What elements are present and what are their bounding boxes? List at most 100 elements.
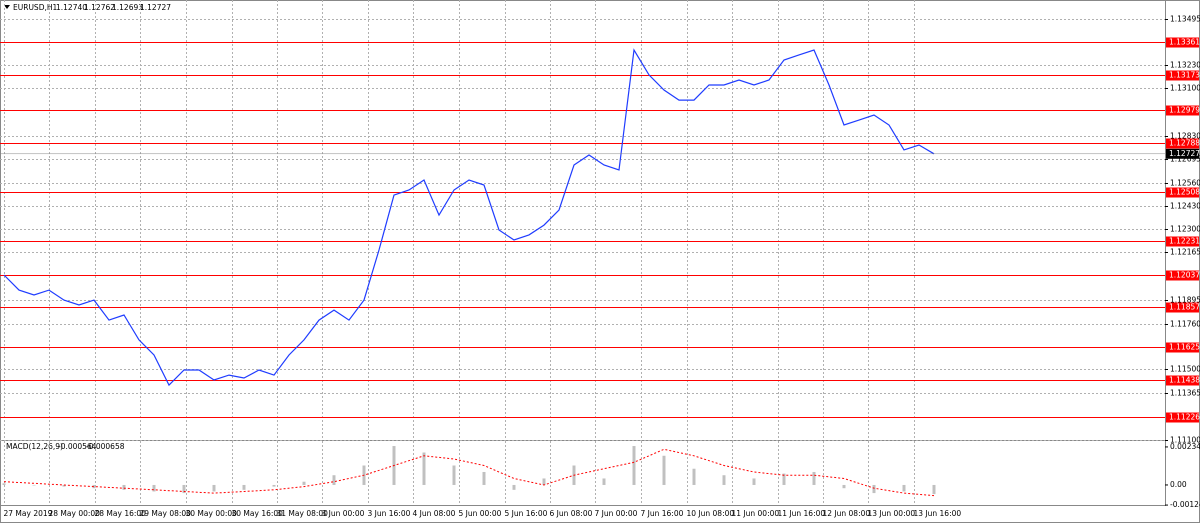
macd-bar bbox=[482, 471, 486, 485]
y-tick-label: 1.12300 bbox=[1170, 225, 1200, 234]
y-tick-label: 1.11760 bbox=[1170, 320, 1200, 329]
level-label: 1.11438 bbox=[1169, 376, 1200, 385]
y-tick-label: 1.12165 bbox=[1170, 248, 1200, 257]
x-tick-label: 12 Jun 08:00 bbox=[823, 509, 871, 518]
macd-bar bbox=[182, 484, 186, 494]
macd-bar bbox=[302, 481, 306, 485]
x-tick-label: 29 May 08:00 bbox=[140, 509, 192, 518]
x-tick-label: 30 May 16:00 bbox=[232, 509, 284, 518]
macd-title: MACD(12,26,9) bbox=[6, 442, 63, 451]
low-price: 1.12693 bbox=[112, 3, 143, 12]
level-label: 1.12037 bbox=[1169, 271, 1200, 280]
x-tick-label: 6 Jun 08:00 bbox=[550, 509, 593, 518]
x-tick-label: 28 May 00:00 bbox=[49, 509, 101, 518]
x-tick-label: 27 May 2019 bbox=[4, 509, 53, 518]
y-tick-label: -0.00124 bbox=[1170, 500, 1200, 509]
y-tick-label: 1.12830 bbox=[1170, 132, 1200, 141]
open-price: 1.12740 bbox=[56, 3, 87, 12]
level-label-bg bbox=[1166, 187, 1199, 198]
level-label-bg bbox=[1166, 138, 1199, 149]
symbol-menu-icon[interactable] bbox=[4, 5, 10, 9]
macd-bar bbox=[422, 452, 426, 485]
x-tick-label: 13 Jun 00:00 bbox=[868, 509, 916, 518]
level-label: 1.13173 bbox=[1169, 71, 1200, 80]
macd-bar bbox=[842, 484, 846, 489]
level-label-bg bbox=[1166, 37, 1199, 48]
y-tick-label: 1.13100 bbox=[1170, 84, 1200, 93]
macd-bar bbox=[242, 484, 246, 490]
macd-bar bbox=[332, 475, 336, 485]
macd-bar bbox=[902, 484, 906, 492]
level-label-bg bbox=[1166, 105, 1199, 116]
x-tick-label: 4 Jun 08:00 bbox=[413, 509, 456, 518]
x-tick-label: 30 May 00:00 bbox=[186, 509, 238, 518]
macd-bar bbox=[2, 483, 6, 485]
macd-bar bbox=[452, 465, 456, 485]
level-label: 1.11625 bbox=[1169, 343, 1200, 352]
y-tick-label: 0.002344 bbox=[1170, 442, 1200, 451]
level-label: 1.13361 bbox=[1169, 38, 1200, 47]
macd-bar bbox=[212, 484, 216, 492]
x-tick-label: 7 Jun 16:00 bbox=[641, 509, 684, 518]
level-label-bg bbox=[1166, 302, 1199, 313]
x-tick-label: 5 Jun 00:00 bbox=[459, 509, 502, 518]
level-label-bg bbox=[1166, 412, 1199, 423]
y-tick-label: 1.12695 bbox=[1170, 155, 1200, 164]
level-label: 1.12508 bbox=[1169, 188, 1200, 197]
level-label: 1.12231 bbox=[1169, 237, 1200, 246]
macd-bar bbox=[722, 475, 726, 485]
x-tick-label: 10 Jun 08:00 bbox=[687, 509, 735, 518]
y-tick-label: 1.11895 bbox=[1170, 296, 1200, 305]
x-tick-label: 3 Jun 00:00 bbox=[322, 509, 365, 518]
macd-bar bbox=[32, 484, 36, 486]
x-tick-label: 7 Jun 00:00 bbox=[595, 509, 638, 518]
level-label-bg bbox=[1166, 70, 1199, 81]
signal-value: -0.000658 bbox=[86, 442, 125, 451]
macd-bar bbox=[122, 484, 126, 490]
signal-line bbox=[3, 448, 935, 497]
macd-bar bbox=[932, 484, 936, 495]
high-price: 1.12762 bbox=[84, 3, 115, 12]
macd-bar bbox=[602, 478, 606, 485]
macd-bar bbox=[872, 484, 876, 494]
x-tick-label: 28 May 16:00 bbox=[95, 509, 147, 518]
x-tick-label: 11 Jun 00:00 bbox=[732, 509, 780, 518]
y-tick-label: 1.13495 bbox=[1170, 15, 1200, 24]
level-label-bg bbox=[1166, 375, 1199, 386]
y-tick-label: 1.11500 bbox=[1170, 365, 1200, 374]
y-tick-label: 1.12560 bbox=[1170, 179, 1200, 188]
level-label-bg bbox=[1166, 270, 1199, 281]
level-label-bg bbox=[1166, 342, 1199, 353]
macd-value: -0.000564 bbox=[58, 442, 97, 451]
current-price-bg bbox=[1166, 148, 1199, 159]
macd-bar bbox=[632, 446, 636, 485]
macd-bar bbox=[272, 484, 276, 487]
y-tick-label: 1.12430 bbox=[1170, 202, 1200, 211]
level-label: 1.12979 bbox=[1169, 106, 1200, 115]
x-tick-label: 5 Jun 16:00 bbox=[505, 509, 548, 518]
macd-bar bbox=[62, 484, 66, 487]
current-price-label: 1.12727 bbox=[1169, 149, 1200, 158]
level-label: 1.11857 bbox=[1169, 303, 1200, 312]
macd-bar bbox=[662, 455, 666, 485]
level-label: 1.12788 bbox=[1169, 139, 1200, 148]
macd-bar bbox=[692, 468, 696, 485]
price-line bbox=[3, 48, 935, 387]
symbol: EURUSD,H1 bbox=[13, 3, 57, 12]
y-tick-label: 0.00 bbox=[1170, 480, 1187, 489]
y-tick-label: 1.11100 bbox=[1170, 436, 1200, 445]
level-label-bg bbox=[1166, 236, 1199, 247]
macd-bar bbox=[512, 484, 516, 490]
macd-bar bbox=[782, 473, 786, 485]
y-tick-label: 1.11365 bbox=[1170, 389, 1200, 398]
close-price: 1.12727 bbox=[140, 3, 171, 12]
x-tick-label: 13 Jun 16:00 bbox=[914, 509, 962, 518]
macd-bar bbox=[812, 471, 816, 485]
level-label: 1.11226 bbox=[1169, 413, 1200, 422]
x-tick-label: 11 Jun 16:00 bbox=[778, 509, 826, 518]
macd-bar bbox=[752, 478, 756, 485]
macd-bar bbox=[152, 484, 156, 492]
x-tick-label: 3 Jun 16:00 bbox=[368, 509, 411, 518]
